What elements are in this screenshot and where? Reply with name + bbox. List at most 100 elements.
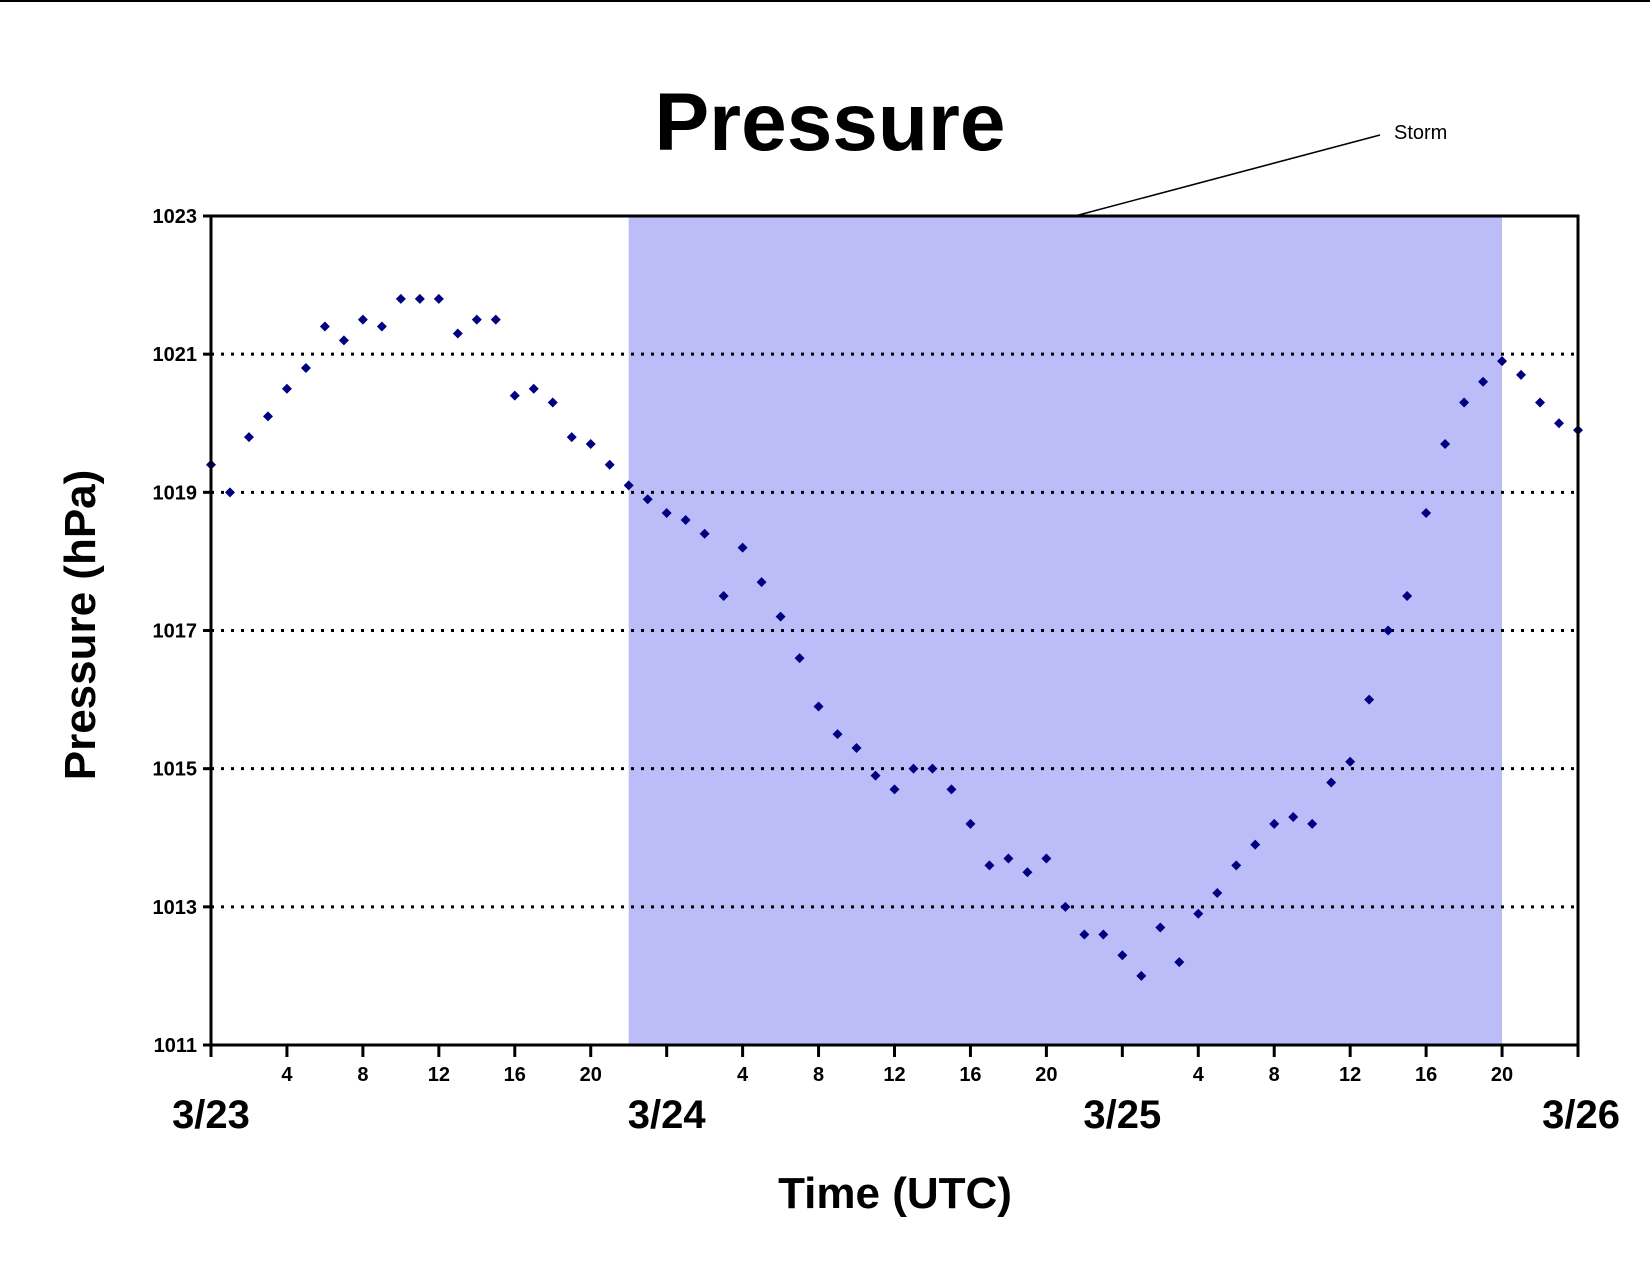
data-point [927, 763, 938, 774]
data-point [889, 784, 900, 795]
y-tick-label: 1015 [153, 759, 198, 781]
x-tick-label: 8 [813, 1064, 824, 1086]
data-point [1307, 818, 1318, 829]
data-point [1231, 860, 1242, 871]
data-point [1174, 957, 1185, 968]
date-label: 3/26 [1542, 1093, 1620, 1137]
data-point [794, 653, 805, 664]
data-point [1079, 929, 1090, 940]
x-tick-label: 20 [1491, 1064, 1513, 1086]
data-point [604, 459, 615, 470]
data-point [1459, 397, 1470, 408]
chart-title: Pressure [654, 77, 1005, 168]
x-tick-label: 4 [737, 1064, 749, 1086]
data-point [547, 397, 558, 408]
data-point [1003, 853, 1014, 864]
data-point [718, 590, 729, 601]
data-point [1117, 950, 1128, 961]
data-point [300, 362, 311, 373]
x-tick-label: 16 [504, 1064, 526, 1086]
x-tick-label: 8 [357, 1064, 368, 1086]
data-point [1421, 508, 1432, 519]
data-point [1041, 853, 1052, 864]
data-point [756, 577, 767, 588]
data-point [281, 383, 292, 394]
data-point [946, 784, 957, 795]
data-point [1554, 418, 1565, 429]
data-point [528, 383, 539, 394]
data-point [319, 321, 330, 332]
x-tick-label: 16 [1415, 1064, 1437, 1086]
data-point [851, 742, 862, 753]
data-point [775, 611, 786, 622]
x-tick-label: 12 [1339, 1064, 1361, 1086]
y-tick-label: 1023 [153, 206, 198, 228]
y-tick-label: 1021 [153, 344, 198, 366]
page-top-border [0, 0, 1650, 2]
date-label: 3/25 [1083, 1093, 1161, 1137]
data-point [471, 314, 482, 325]
data-point [357, 314, 368, 325]
y-tick-label: 1017 [153, 621, 198, 643]
data-point [452, 328, 463, 339]
data-point [490, 314, 501, 325]
data-point [965, 818, 976, 829]
data-point [1212, 888, 1223, 899]
y-tick-label: 1011 [154, 1035, 197, 1057]
data-point [680, 514, 691, 525]
data-point [509, 390, 520, 401]
data-point [243, 432, 254, 443]
data-point [1535, 397, 1546, 408]
data-point [1326, 777, 1337, 788]
data-point [1402, 590, 1413, 601]
y-tick-label: 1013 [153, 897, 198, 919]
data-point [699, 528, 710, 539]
storm-annotation: Storm [1394, 122, 1447, 144]
data-point [1136, 970, 1147, 981]
y-axis-title: Pressure (hPa) [56, 470, 105, 781]
data-point [433, 293, 444, 304]
data-point [1345, 756, 1356, 767]
data-point [338, 335, 349, 346]
data-point [1250, 839, 1261, 850]
x-tick-label: 20 [580, 1064, 602, 1086]
x-tick-label: 12 [883, 1064, 905, 1086]
data-point [1440, 438, 1451, 449]
data-point [1269, 818, 1280, 829]
data-point [1288, 812, 1299, 823]
data-point [262, 411, 273, 422]
data-point [376, 321, 387, 332]
data-point [832, 729, 843, 740]
data-points [206, 293, 1583, 981]
data-point [737, 542, 748, 553]
date-label: 3/23 [172, 1093, 250, 1137]
data-point [1193, 908, 1204, 919]
data-point [642, 494, 653, 505]
x-tick-label: 4 [281, 1064, 293, 1086]
x-tick-label: 12 [428, 1064, 450, 1086]
date-label: 3/24 [628, 1093, 707, 1137]
data-point [1497, 356, 1508, 367]
data-point [566, 432, 577, 443]
x-axis-ticks: 4 8 12 16 20 4 8 12 16 20 4 8 12 16 20 [209, 1045, 1580, 1086]
date-labels: 3/23 3/24 3/25 3/26 [172, 1093, 1620, 1137]
x-tick-label: 20 [1035, 1064, 1057, 1086]
x-tick-label: 16 [959, 1064, 981, 1086]
storm-annotation-line [1074, 134, 1381, 217]
data-point [1155, 922, 1166, 933]
y-tick-label: 1019 [153, 482, 198, 504]
data-point [1060, 901, 1071, 912]
data-point [395, 293, 406, 304]
data-point [1364, 694, 1375, 705]
data-point [623, 480, 634, 491]
data-point [661, 508, 672, 519]
data-point [1383, 625, 1394, 636]
data-point [1516, 369, 1527, 380]
x-tick-label: 8 [1269, 1064, 1280, 1086]
data-point [1478, 376, 1489, 387]
data-point [984, 860, 995, 871]
data-point [1098, 929, 1109, 940]
data-point [813, 701, 824, 712]
data-point [908, 763, 919, 774]
